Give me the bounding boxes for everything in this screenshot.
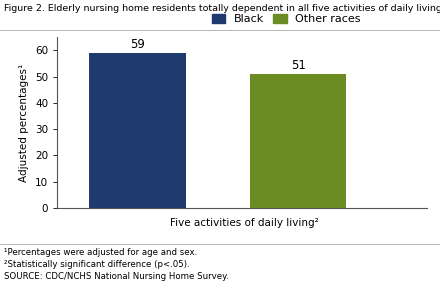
Text: ²Statistically significant difference (p<.05).: ²Statistically significant difference (p… xyxy=(4,260,190,269)
Text: Figure 2. Elderly nursing home residents totally dependent in all five activitie: Figure 2. Elderly nursing home residents… xyxy=(4,4,440,13)
Bar xyxy=(250,74,346,208)
Text: 59: 59 xyxy=(130,38,145,51)
Text: ¹Percentages were adjusted for age and sex.: ¹Percentages were adjusted for age and s… xyxy=(4,248,198,257)
Y-axis label: Adjusted percentages¹: Adjusted percentages¹ xyxy=(19,64,29,182)
Text: SOURCE: CDC/NCHS National Nursing Home Survey.: SOURCE: CDC/NCHS National Nursing Home S… xyxy=(4,272,229,281)
Legend: Black, Other races: Black, Other races xyxy=(212,13,361,24)
Text: 51: 51 xyxy=(291,59,306,72)
Bar xyxy=(89,53,186,208)
Text: Five activities of daily living²: Five activities of daily living² xyxy=(170,218,319,228)
